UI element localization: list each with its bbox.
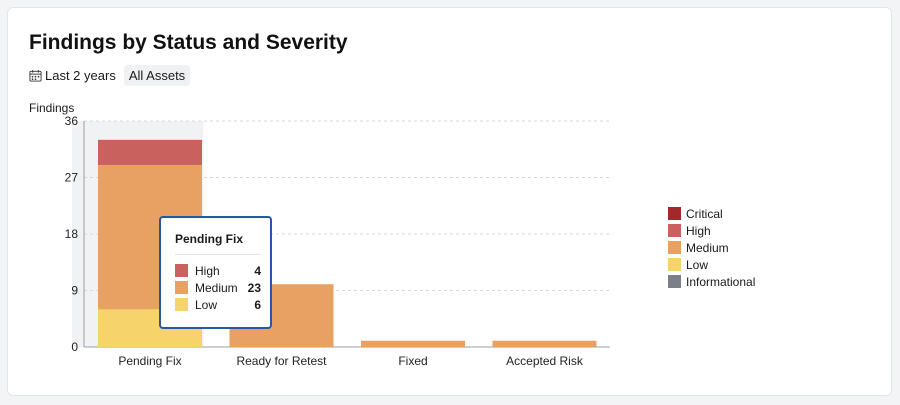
bar-chart: 0 9 18 27 36 Pending Fix Ready for Retest Fixed… xyxy=(65,114,610,368)
legend-item-informational[interactable]: Informational xyxy=(668,273,755,290)
legend-label-medium: Medium xyxy=(686,240,729,255)
legend-item-critical[interactable]: Critical xyxy=(668,205,755,222)
tooltip-value-low: 6 xyxy=(254,297,261,312)
legend-label-high: High xyxy=(686,223,711,238)
legend-swatch-critical xyxy=(668,207,681,220)
legend-item-high[interactable]: High xyxy=(668,222,755,239)
legend-label-critical: Critical xyxy=(686,206,723,221)
x-tick-label-pending-fix: Pending Fix xyxy=(118,354,181,368)
legend-item-medium[interactable]: Medium xyxy=(668,239,755,256)
tooltip-label-medium: Medium xyxy=(195,280,238,295)
x-tick-label-accepted-risk: Accepted Risk xyxy=(506,354,584,368)
bar-fixed-medium xyxy=(361,340,465,347)
bar-pending-fix-high xyxy=(98,139,202,165)
chart-tooltip: Pending Fix High 4 Medium 23 Low 6 xyxy=(159,216,272,329)
tooltip-value-medium: 23 xyxy=(247,280,261,295)
legend-item-low[interactable]: Low xyxy=(668,256,755,273)
legend-swatch-high xyxy=(668,224,681,237)
findings-card: Findings by Status and Severity Last 2 y… xyxy=(7,7,892,396)
legend-label-informational: Informational xyxy=(686,274,756,289)
legend-swatch-low xyxy=(668,258,681,271)
assets-filter[interactable]: All Assets xyxy=(123,65,191,86)
y-axis-title: Findings xyxy=(29,101,75,115)
legend-swatch-informational xyxy=(668,275,681,288)
bar-accepted-risk-medium xyxy=(492,340,597,347)
legend-swatch-medium xyxy=(668,241,681,254)
filter-bar: Last 2 years All Assets xyxy=(29,65,191,86)
tooltip-swatch-low xyxy=(175,298,188,311)
tooltip-row-high: High 4 xyxy=(175,262,261,279)
legend-label-low: Low xyxy=(686,257,709,272)
date-range-label: Last 2 years xyxy=(45,68,116,83)
assets-filter-label: All Assets xyxy=(128,68,186,83)
chart-title: Findings by Status and Severity xyxy=(29,31,348,54)
chart-legend: Critical High Medium Low Informational xyxy=(668,205,755,290)
tooltip-label-high: High xyxy=(195,263,220,278)
y-tick-label-36: 36 xyxy=(65,114,79,128)
y-tick-label-27: 27 xyxy=(65,171,79,185)
date-range-filter[interactable]: Last 2 years xyxy=(29,65,120,86)
x-tick-label-fixed: Fixed xyxy=(398,354,427,368)
y-tick-label-0: 0 xyxy=(71,340,78,354)
calendar-icon xyxy=(29,69,42,82)
tooltip-row-low: Low 6 xyxy=(175,296,261,313)
tooltip-value-high: 4 xyxy=(254,263,261,278)
tooltip-swatch-high xyxy=(175,264,188,277)
tooltip-label-low: Low xyxy=(195,297,218,312)
tooltip-title: Pending Fix xyxy=(175,232,244,246)
x-tick-label-ready-for-retest: Ready for Retest xyxy=(236,354,327,368)
y-tick-label-18: 18 xyxy=(65,227,79,241)
tooltip-divider xyxy=(175,254,261,255)
tooltip-swatch-medium xyxy=(175,281,188,294)
tooltip-row-medium: Medium 23 xyxy=(175,279,261,296)
y-tick-label-9: 9 xyxy=(71,284,78,298)
